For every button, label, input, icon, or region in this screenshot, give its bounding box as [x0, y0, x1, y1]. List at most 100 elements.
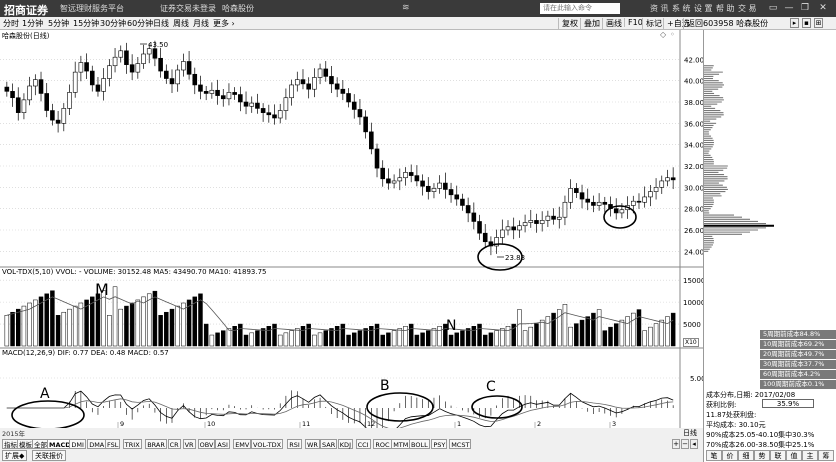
side-button[interactable]: 价 [722, 450, 738, 461]
volume-bar [477, 323, 482, 347]
candle-body [226, 92, 232, 100]
volume-bar [346, 334, 351, 347]
tab-15min[interactable]: 15分钟 [73, 19, 100, 28]
candle-body [403, 172, 408, 179]
candle-body [323, 68, 329, 77]
indicator-tab-wr[interactable]: WR [305, 439, 320, 449]
candle-body [33, 79, 38, 87]
volume-bar [146, 293, 152, 347]
f10-button[interactable]: F10 [624, 18, 646, 27]
indicator-tab-cr[interactable]: CR [167, 439, 181, 449]
draw-button[interactable]: 画线 [602, 18, 625, 29]
menu-trade[interactable]: 交 易 [738, 4, 757, 13]
candle-body [232, 92, 237, 95]
candle-body [107, 65, 112, 79]
tab-monthly[interactable]: 月线 [193, 19, 209, 28]
add-watchlist-button[interactable]: +自选 [663, 18, 693, 29]
candle-body [363, 116, 368, 133]
zoom-out-button[interactable]: − [681, 439, 689, 449]
indicator-tab-rsi[interactable]: RSI [287, 439, 302, 449]
tab-more[interactable]: 更多 › [213, 19, 235, 28]
side-button[interactable]: 主 [802, 450, 818, 461]
trade-status-link[interactable]: 证券交易未登录 [160, 4, 216, 13]
candle-body [522, 222, 528, 227]
indicator-tab-trix[interactable]: TRIX [122, 439, 142, 449]
close-icon[interactable]: ✕ [819, 3, 827, 13]
tab-extension[interactable]: 扩展◆ [2, 450, 28, 461]
indicator-tab-boll[interactable]: BOLL [409, 439, 430, 449]
candle-body [568, 188, 573, 203]
indicator-tab-vol-tdx[interactable]: VOL-TDX [251, 439, 284, 449]
candle-body [465, 205, 471, 214]
indicator-tab-fsl[interactable]: FSL [105, 439, 121, 449]
side-list-icon[interactable]: ▪ [802, 18, 811, 28]
volume-bar [386, 332, 391, 347]
period-label: 日线 [683, 429, 697, 437]
side-expand-icon[interactable]: ⊞ [814, 18, 823, 28]
volume-bar [209, 334, 215, 347]
menu-settings[interactable]: 设 置 [694, 4, 713, 13]
scroll-left-button[interactable]: ◂ [690, 439, 698, 449]
panel-close-icon[interactable]: ◦ [670, 30, 675, 39]
indicator-tab-vr[interactable]: VR [182, 439, 196, 449]
tab-5min[interactable]: 5分钟 [48, 19, 70, 28]
overlay-button[interactable]: 叠加 [580, 18, 603, 29]
indicator-tab-dma[interactable]: DMA [87, 439, 107, 449]
menu-news[interactable]: 资 讯 [650, 4, 669, 13]
volume-bar [33, 299, 38, 347]
tab-60min[interactable]: 60分钟 [127, 19, 154, 28]
side-button[interactable]: 笔 [706, 450, 722, 461]
minimize-icon[interactable]: — [784, 3, 794, 13]
adjust-button[interactable]: 复权 [558, 18, 581, 29]
indicator-tab-cci[interactable]: CCI [355, 439, 371, 449]
kline-chart[interactable]: 42.00 40.00 38.00 36.00 34.00 32.00 30.00 28.00… [0, 30, 706, 440]
maximize-icon[interactable]: ❐ [800, 3, 810, 13]
indicator-tab-kdj[interactable]: KDJ [337, 439, 353, 449]
tab-1min[interactable]: 1分钟 [22, 19, 44, 28]
tab-weekly[interactable]: 周线 [173, 19, 189, 28]
indicator-tab-asi[interactable]: ASI [215, 439, 230, 449]
tab-intraday[interactable]: 分时 [3, 19, 19, 28]
price-tick-label: 28.00 [684, 206, 703, 214]
candle-body [500, 229, 505, 238]
indicator-tab-psy[interactable]: PSY [431, 439, 448, 449]
volume-bar [505, 326, 511, 347]
indicator-tab-dmi[interactable]: DMI [69, 439, 86, 449]
indicator-tab-emv[interactable]: EMV [233, 439, 252, 449]
indicator-tab-mcst[interactable]: MCST [449, 439, 472, 449]
profit-price: 11.87处获利盘: [706, 411, 757, 419]
price-tick-label: 26.00 [684, 227, 703, 235]
side-button[interactable]: 势 [754, 450, 770, 461]
tab-related-quotes[interactable]: 关联报价 [32, 450, 66, 461]
candle-body [10, 91, 15, 99]
command-input[interactable]: 请在此输入命令 [540, 3, 620, 14]
indicator-tab-brar[interactable]: BRAR [145, 439, 167, 449]
tab-daily[interactable]: 日线 [153, 19, 169, 28]
title-bar: 招商证券 智远理财服务平台 证券交易未登录 哈森股份 ≋ 请在此输入命令 资 讯… [0, 0, 836, 17]
side-button[interactable]: 细 [738, 450, 754, 461]
side-button[interactable]: 筹 [818, 450, 834, 461]
menu-system[interactable]: 系 统 [672, 4, 691, 13]
candle-body [443, 182, 448, 190]
indicator-tab-mtm[interactable]: MTM [391, 439, 411, 449]
indicator-tab-obv[interactable]: OBV [197, 439, 216, 449]
volume-bar [653, 323, 659, 347]
candle-body [50, 110, 55, 121]
menu-help[interactable]: 帮 助 [716, 4, 735, 13]
side-toggle-icon[interactable]: ▸ [790, 18, 799, 28]
chart-area[interactable]: 42.00 40.00 38.00 36.00 34.00 32.00 30.00 28.00… [0, 30, 706, 440]
volume-bar [44, 293, 49, 347]
diamond-icon[interactable]: ◇ [660, 30, 667, 39]
back-button[interactable]: 返回 [683, 18, 706, 29]
tab-30min[interactable]: 30分钟 [100, 19, 127, 28]
mark-button[interactable]: 标记 [642, 18, 665, 29]
volume-bar [528, 326, 534, 347]
volume-bar [511, 323, 516, 347]
stock-name-link[interactable]: 哈森股份 [222, 4, 254, 13]
side-button[interactable]: 联 [770, 450, 786, 461]
restore-icon[interactable]: ▭ [768, 3, 778, 13]
side-button[interactable]: 值 [786, 450, 802, 461]
indicator-tab-roc[interactable]: ROC [373, 439, 392, 449]
zoom-in-button[interactable]: + [672, 439, 680, 449]
indicator-tab-sar[interactable]: SAR [320, 439, 338, 449]
